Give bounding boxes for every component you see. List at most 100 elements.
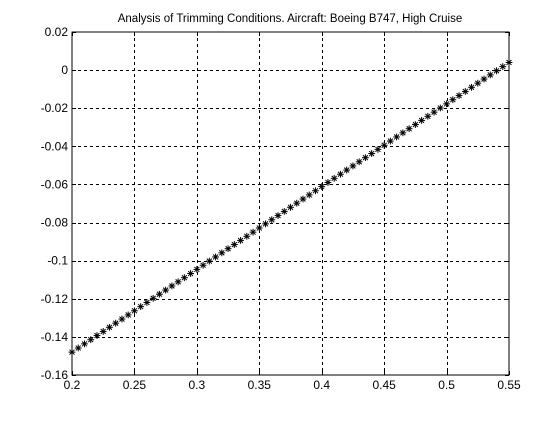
marker-stroke: [375, 146, 381, 153]
data-point: [405, 125, 413, 133]
marker-stroke: [125, 312, 131, 318]
data-point: [349, 162, 357, 170]
x-tick-label: 0.35: [248, 378, 272, 392]
data-point: [330, 174, 338, 182]
data-point: [212, 253, 219, 261]
marker-stroke: [194, 266, 200, 273]
data-point: [343, 166, 351, 174]
data-point: [124, 311, 132, 319]
data-point: [255, 224, 263, 232]
data-point: [174, 278, 182, 286]
data-point: [193, 265, 201, 273]
data-point: [318, 183, 326, 191]
marker-stroke: [87, 336, 94, 343]
marker-stroke: [256, 225, 263, 231]
plot-frame: [71, 31, 510, 376]
marker-stroke: [425, 113, 431, 120]
data-point: [187, 270, 195, 277]
marker-stroke: [450, 96, 456, 103]
marker-stroke: [243, 233, 250, 240]
x-tick-label: 0.4: [313, 378, 330, 392]
data-point: [424, 112, 432, 120]
data-point: [280, 208, 288, 215]
marker-stroke: [325, 179, 331, 186]
y-tick-label: -0.16: [41, 368, 69, 382]
data-point: [399, 129, 407, 137]
marker-stroke: [318, 183, 325, 190]
marker-stroke: [400, 130, 406, 136]
marker-stroke: [331, 175, 338, 182]
marker-stroke: [75, 345, 82, 351]
y-tick-label: -0.08: [41, 216, 69, 230]
data-point: [81, 340, 88, 348]
data-point: [355, 158, 363, 166]
marker-stroke: [181, 274, 188, 281]
marker-stroke: [268, 216, 275, 223]
data-point: [156, 290, 163, 298]
data-point: [374, 145, 382, 153]
data-point: [299, 195, 307, 203]
marker-stroke: [412, 121, 419, 128]
marker-stroke: [368, 150, 375, 157]
data-point: [199, 261, 207, 269]
data-point: [237, 237, 244, 244]
marker-stroke: [162, 287, 169, 293]
marker-stroke: [137, 303, 144, 310]
x-tick-label: 0.25: [123, 378, 147, 392]
data-point: [224, 245, 232, 253]
data-point: [380, 141, 388, 149]
y-tick-label: 0: [61, 63, 68, 77]
marker-stroke: [169, 283, 175, 289]
data-point: [149, 294, 157, 302]
data-point: [493, 67, 500, 75]
marker-stroke: [381, 142, 387, 149]
data-point: [87, 336, 95, 344]
marker-stroke: [487, 72, 494, 78]
marker-stroke: [300, 196, 306, 202]
marker-stroke: [431, 109, 437, 115]
data-point: [112, 319, 120, 327]
grid: [72, 32, 509, 375]
marker-stroke: [387, 138, 394, 144]
marker-stroke: [187, 270, 194, 277]
data-point: [106, 323, 113, 331]
data-point: [218, 249, 226, 257]
data-point: [368, 150, 376, 157]
y-tick-label: 0.02: [45, 25, 69, 39]
marker-stroke: [81, 341, 88, 347]
marker-stroke: [94, 332, 100, 339]
data-point: [337, 170, 344, 178]
y-tick-label: -0.06: [41, 177, 69, 191]
marker-stroke: [312, 187, 319, 194]
marker-stroke: [237, 237, 244, 244]
x-tick-label: 0.45: [372, 378, 396, 392]
x-tick-label: 0.5: [438, 378, 455, 392]
marker-stroke: [219, 250, 225, 256]
data-point: [249, 228, 257, 236]
y-tick-label: -0.04: [41, 139, 69, 153]
data-point: [386, 137, 394, 145]
marker-stroke: [293, 200, 300, 206]
data-point: [180, 274, 188, 282]
marker-stroke: [119, 316, 125, 322]
marker-stroke: [150, 295, 156, 302]
marker-stroke: [356, 158, 362, 165]
marker-stroke: [112, 320, 119, 326]
data-point: [486, 71, 494, 79]
data-point: [449, 96, 457, 104]
data-point: [499, 63, 507, 71]
marker-stroke: [200, 262, 206, 269]
marker-stroke: [350, 163, 356, 169]
data-point: [474, 79, 482, 87]
data-point: [436, 104, 444, 112]
marker-stroke: [474, 80, 481, 86]
data-point: [480, 75, 488, 83]
marker-stroke: [106, 324, 113, 331]
data-point: [93, 332, 101, 339]
data-point: [430, 108, 438, 116]
marker-stroke: [281, 208, 288, 215]
y-tick-label: -0.02: [41, 101, 69, 115]
marker-stroke: [481, 76, 487, 82]
data-point: [455, 92, 463, 99]
